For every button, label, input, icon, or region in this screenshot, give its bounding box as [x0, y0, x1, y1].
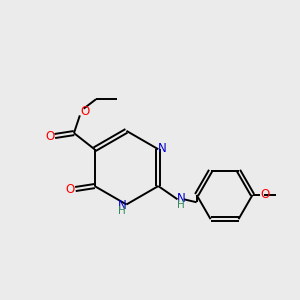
Text: N: N: [177, 192, 185, 205]
Text: O: O: [45, 130, 54, 142]
Text: O: O: [65, 182, 75, 196]
Text: N: N: [158, 142, 167, 155]
Text: O: O: [80, 105, 90, 119]
Text: H: H: [177, 200, 185, 210]
Text: H: H: [118, 206, 126, 216]
Text: O: O: [261, 188, 270, 201]
Text: N: N: [118, 199, 127, 212]
